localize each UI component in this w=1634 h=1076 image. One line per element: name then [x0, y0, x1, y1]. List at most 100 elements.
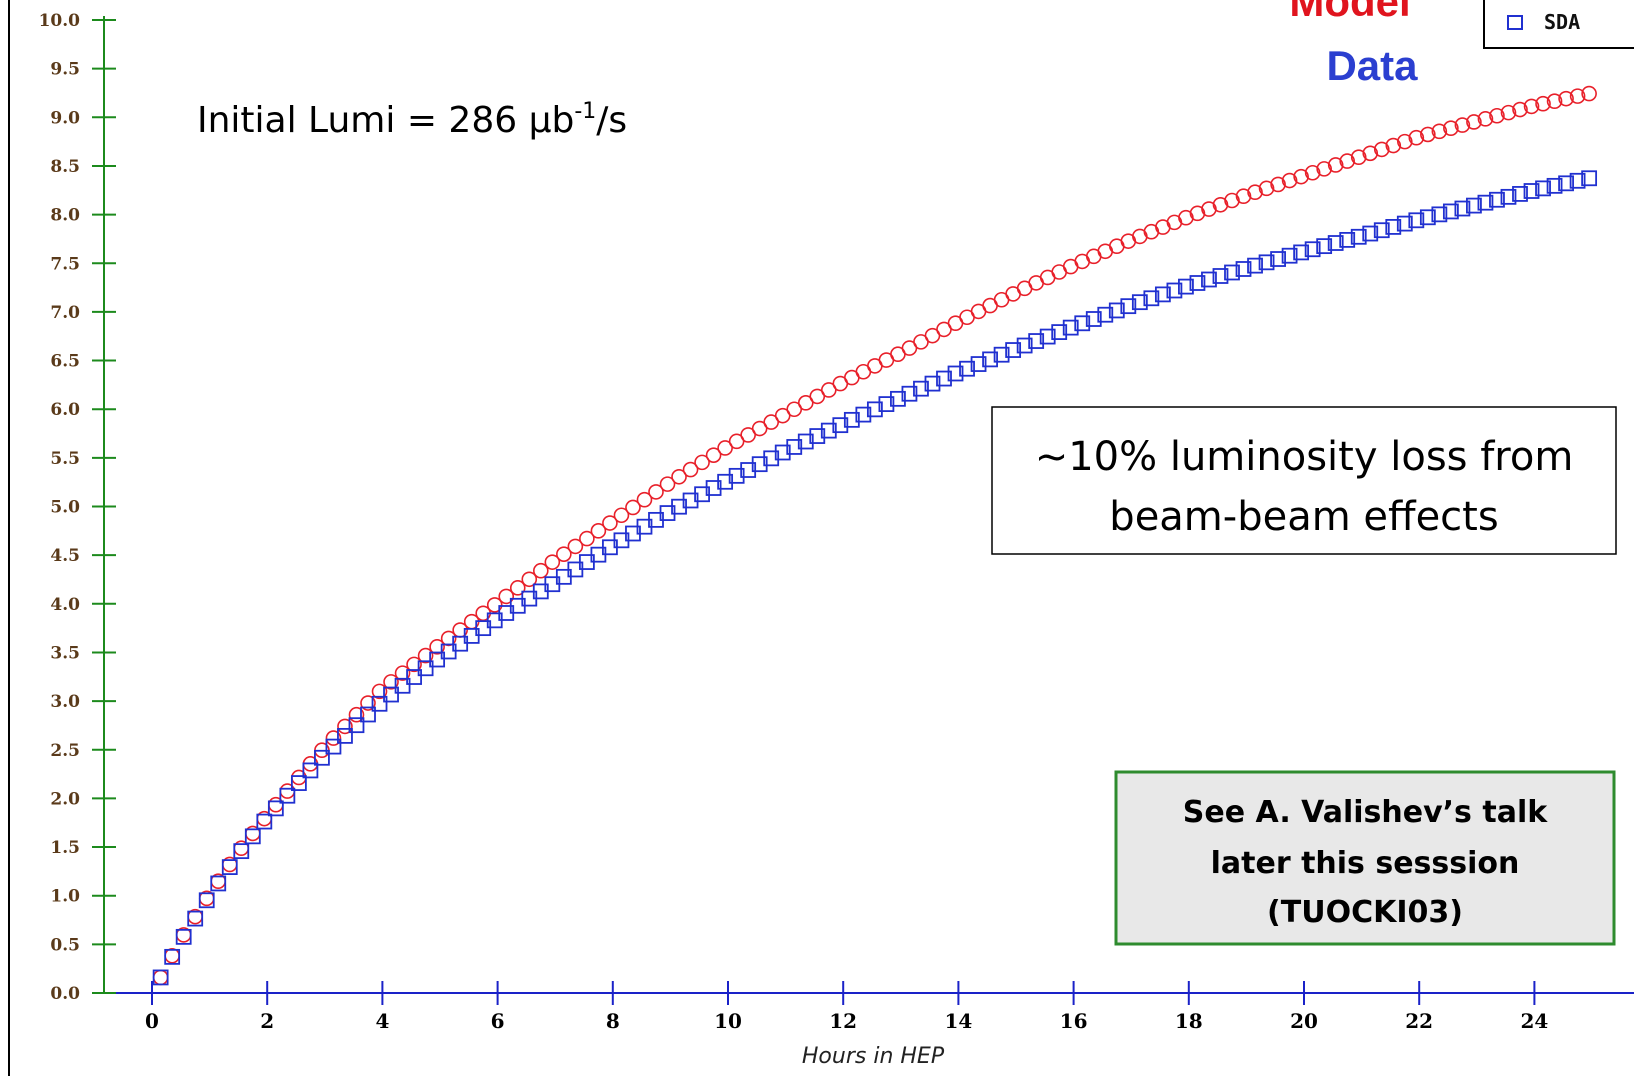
model-point	[1235, 188, 1252, 205]
sda-point	[1281, 247, 1298, 264]
model-point	[152, 969, 169, 986]
talk-line-2: later this sesssion	[1211, 846, 1520, 881]
sda-point	[1131, 294, 1148, 311]
data-label: Data	[1326, 42, 1418, 89]
initial-lumi-superscript: -1	[574, 99, 596, 124]
sda-point	[267, 800, 284, 817]
y-tick-label: 9.5	[50, 60, 80, 80]
sda-point	[1396, 215, 1413, 232]
talk-line-1: See A. Valishev’s talk	[1183, 795, 1548, 830]
y-tick-label: 5.0	[50, 498, 80, 518]
model-point	[521, 571, 538, 588]
sda-point	[1016, 337, 1033, 354]
y-tick-label: 2.5	[50, 741, 80, 761]
sda-point	[1005, 342, 1022, 358]
y-tick-label: 2.0	[50, 789, 80, 809]
model-point	[590, 523, 607, 539]
model-point	[544, 554, 561, 570]
sda-point	[1189, 275, 1206, 291]
sda-point	[371, 695, 388, 712]
sda-point	[1108, 302, 1125, 319]
model-point	[406, 656, 422, 673]
model-point	[820, 382, 837, 398]
sda-point	[1454, 200, 1471, 217]
model-point	[648, 484, 664, 500]
sda-point	[1477, 194, 1494, 211]
initial-lumi-annotation: Initial Lumi = 286 μb-1/s	[197, 99, 627, 141]
sda-point	[383, 686, 399, 703]
model-point	[429, 639, 445, 655]
x-tick-label: 20	[1290, 1009, 1318, 1033]
y-tick-labels: 0.0 0.5 1.0 1.5 2.0 2.5 3.0 3.5 4.0 4.5 5.0 5.5 6.0 6…	[39, 11, 81, 1004]
sda-point	[360, 706, 376, 723]
model-point	[671, 468, 687, 485]
loss-annotation: ~10% luminosity loss from beam-beam effe…	[991, 406, 1617, 555]
sda-point	[1039, 328, 1056, 345]
y-tick-label: 0.0	[50, 984, 80, 1004]
model-point	[740, 427, 756, 443]
x-tick-labels: 0 2 4 6 8 10 12 14 16 18 20 22 24	[145, 1009, 1548, 1033]
model-point	[1477, 111, 1494, 127]
sda-point	[1120, 298, 1137, 315]
model-point	[602, 515, 618, 531]
sda-point	[1373, 222, 1390, 239]
sda-point	[1258, 254, 1275, 271]
model-point	[1270, 176, 1286, 193]
model-point	[728, 433, 745, 450]
model-point	[1512, 101, 1528, 118]
sda-point	[832, 417, 849, 434]
model-point	[1431, 123, 1448, 140]
sda-point	[164, 948, 181, 965]
x-tick-label: 4	[375, 1009, 389, 1033]
sda-point	[256, 813, 273, 830]
sda-point	[1431, 206, 1448, 223]
y-tick-label: 3.0	[50, 692, 80, 712]
sda-point	[233, 843, 250, 860]
talk-annotation: See A. Valishev’s talk later this sesssi…	[1114, 770, 1616, 946]
sda-point	[1581, 170, 1598, 187]
x-tick-label: 2	[260, 1009, 274, 1033]
sda-point	[417, 660, 434, 677]
model-point	[1281, 172, 1298, 189]
sda-point	[890, 390, 906, 407]
sda-point	[740, 462, 757, 478]
sda-point	[1489, 191, 1505, 208]
sda-point	[1247, 257, 1263, 274]
sda-point	[1535, 180, 1551, 197]
y-tick-label: 5.5	[50, 449, 80, 469]
sda-point	[337, 727, 353, 744]
sda-point	[1270, 251, 1286, 267]
sda-point	[314, 749, 330, 766]
talk-line-3: (TUOCKI03)	[1267, 895, 1463, 930]
model-point	[1362, 145, 1379, 162]
model-point	[1523, 98, 1540, 115]
model-point	[1339, 153, 1355, 169]
model-point	[636, 491, 653, 508]
model-point	[625, 499, 641, 516]
sda-point	[1466, 197, 1482, 214]
initial-lumi-suffix: /s	[596, 100, 627, 141]
sda-point	[325, 738, 342, 755]
sda-point	[774, 444, 791, 461]
x-tick-label: 10	[714, 1009, 742, 1033]
sda-point	[878, 396, 895, 412]
sda-point	[429, 651, 446, 668]
y-tick-label: 6.0	[50, 400, 80, 420]
model-point	[1535, 95, 1551, 112]
legend: SDA	[1483, 0, 1634, 49]
sda-point	[1569, 172, 1586, 189]
sda-point	[198, 892, 215, 909]
model-point	[1558, 90, 1574, 107]
sda-point	[290, 775, 307, 791]
model-point	[809, 388, 826, 405]
x-tick-label: 22	[1405, 1009, 1433, 1033]
x-tick-label: 24	[1520, 1009, 1548, 1033]
sda-point	[175, 928, 192, 945]
model-point	[797, 395, 814, 411]
sda-point	[1350, 228, 1367, 245]
sda-point	[763, 450, 780, 467]
sda-point	[786, 439, 803, 455]
sda-point	[1304, 241, 1321, 258]
model-point	[1327, 157, 1344, 173]
